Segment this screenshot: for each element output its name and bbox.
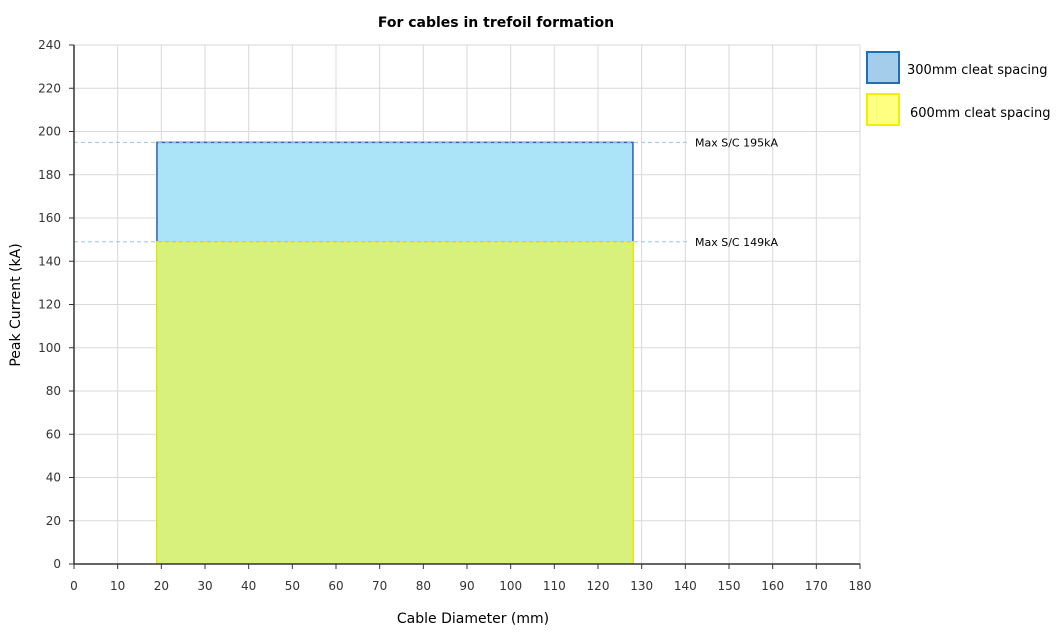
y-tick-label: 180 [38,168,61,182]
legend: 300mm cleat spacing 600mm cleat spacing [866,51,1050,126]
chart-title: For cables in trefoil formation [378,15,614,31]
y-tick-label: 200 [38,125,61,139]
area-series [156,141,634,564]
x-tick-label: 150 [718,579,741,593]
area-outline-2 [156,241,634,564]
y-tick-label: 80 [46,384,61,398]
reference-lines: Max S/C 195kA Max S/C 149kA [74,136,778,249]
max-annotation-1: Max S/C 195kA [695,136,778,149]
x-tick-label: 130 [630,579,653,593]
legend-swatch-2 [866,93,900,126]
y-tick-label: 160 [38,211,61,225]
x-tick-label: 20 [154,579,169,593]
x-tick-label: 100 [499,579,522,593]
y-tick-label: 20 [46,514,61,528]
max-annotation-2: Max S/C 149kA [695,236,778,249]
y-tick-label: 140 [38,254,61,268]
x-axis-label: Cable Diameter (mm) [397,611,549,627]
x-tick-label: 160 [761,579,784,593]
x-tick-label: 170 [805,579,828,593]
x-tick-label: 90 [459,579,474,593]
x-tick-label: 30 [197,579,212,593]
y-tick-label: 100 [38,341,61,355]
x-tick-label: 80 [416,579,431,593]
area-2 [156,241,633,564]
y-tick-label: 120 [38,298,61,312]
legend-swatch-1 [866,51,900,84]
y-axis-label: Peak Current (kA) [8,243,24,366]
x-tick-label: 140 [674,579,697,593]
y-tick-label: 40 [46,471,61,485]
y-tick-label: 0 [53,557,61,571]
x-tick-label: 50 [285,579,300,593]
y-tick-label: 220 [38,81,61,95]
y-tick-label: 240 [38,38,61,52]
x-tick-label: 110 [543,579,566,593]
x-axis-ticks: 0 10 20 30 40 50 60 70 80 90 100 110 120 130 140 150 160… [70,564,871,593]
y-tick-label: 60 [46,427,61,441]
x-tick-label: 120 [587,579,610,593]
x-tick-label: 70 [372,579,387,593]
x-tick-label: 40 [241,579,256,593]
x-tick-label: 180 [849,579,872,593]
x-tick-label: 60 [328,579,343,593]
x-tick-label: 10 [110,579,125,593]
y-axis-ticks: 0 20 40 60 80 100 120 140 160 180 200 220 240 [38,38,74,571]
x-tick-label: 0 [70,579,78,593]
legend-label-1: 300mm cleat spacing [907,63,1047,78]
legend-label-2: 600mm cleat spacing [910,106,1050,121]
